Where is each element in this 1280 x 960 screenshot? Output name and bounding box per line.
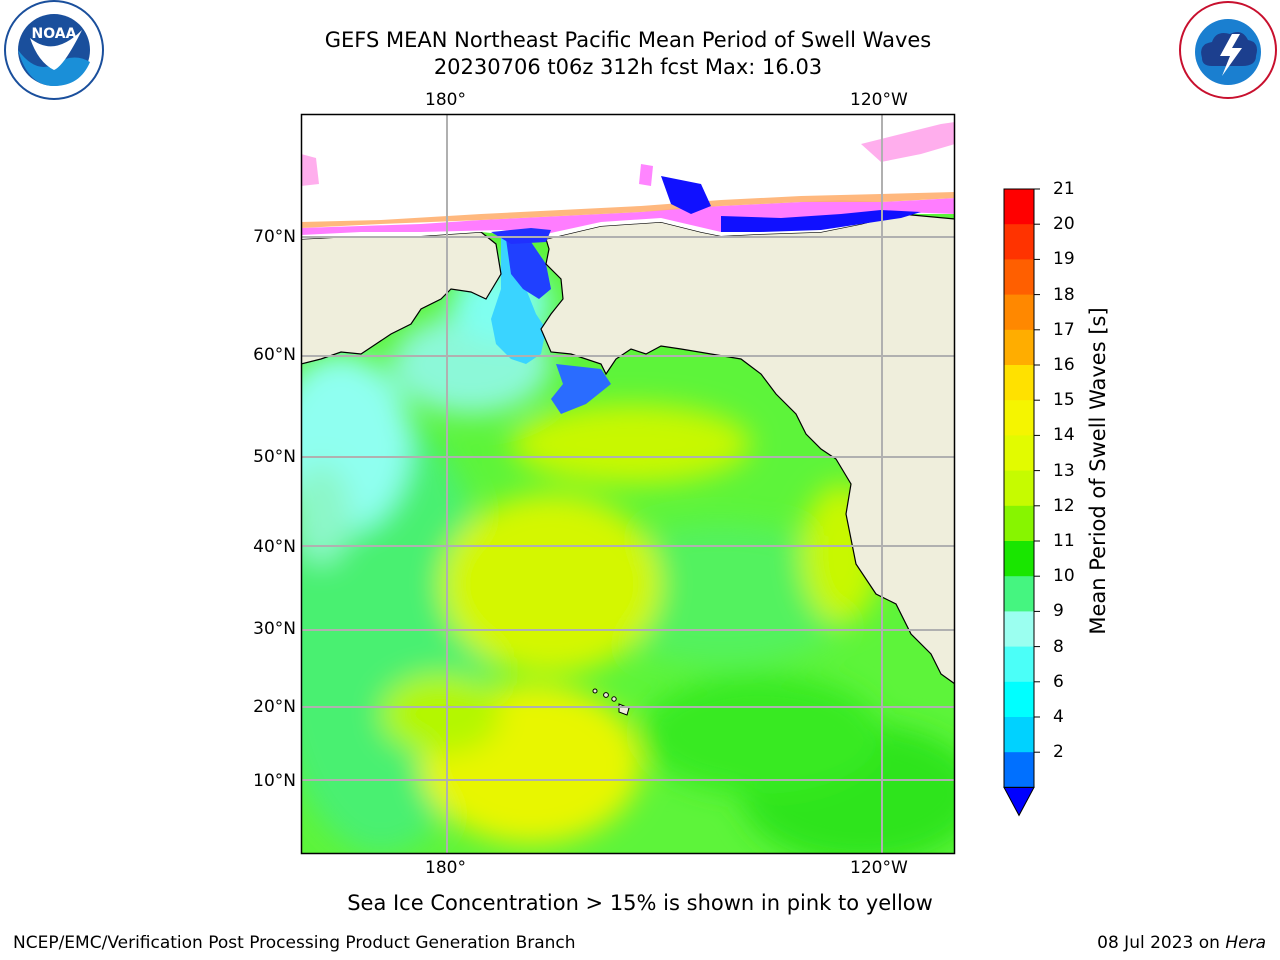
bristol-bay-low-period <box>551 364 611 414</box>
bering-strait-low-period <box>491 234 546 364</box>
swell-field-cyan <box>301 464 351 564</box>
colorbar-segment <box>1004 611 1034 648</box>
chart-subtitle: 20230706 t06z 312h fcst Max: 16.03 <box>433 55 823 79</box>
colorbar-tick-label: 13 <box>1053 460 1075 481</box>
colorbar-segment <box>1004 365 1034 401</box>
map-panel <box>300 113 956 855</box>
colorbar-tick-label: 11 <box>1053 531 1075 551</box>
colorbar-frame <box>1003 188 1035 788</box>
colorbar-segment <box>1004 681 1034 718</box>
footer-date: 08 Jul 2023 on Hera <box>1097 933 1266 953</box>
colorbar-segment <box>1004 294 1034 331</box>
lon-label-bottom-120w: 120°W <box>850 858 908 878</box>
colorbar-tick-label: 10 <box>1053 566 1075 587</box>
colorbar <box>1003 188 1040 817</box>
lat-label-60n: 60°N <box>253 345 296 365</box>
swell-field-green <box>641 674 881 794</box>
sea-ice-patch <box>861 122 955 162</box>
colorbar-extend-arrow <box>1003 786 1035 817</box>
colorbar-tick-label: 9 <box>1053 601 1064 622</box>
colorbar-tick-label: 4 <box>1053 707 1064 727</box>
colorbar-tick-label: 14 <box>1053 425 1075 446</box>
noaa-logo: NOAA <box>4 0 104 100</box>
graticule <box>301 114 955 854</box>
lon-label-bottom-180: 180° <box>425 858 466 878</box>
lon-label-top-120w: 120°W <box>850 90 908 110</box>
swell-field-yellow <box>511 404 751 484</box>
sea-ice-blue <box>661 176 711 214</box>
sea-ice-patch <box>639 164 653 186</box>
chart-title: GEFS MEAN Northeast Pacific Mean Period … <box>324 28 932 52</box>
colorbar-segment <box>1004 400 1034 436</box>
colorbar-segment <box>1004 435 1034 472</box>
footer-system: Hera <box>1225 933 1266 953</box>
colorbar-segment <box>1004 189 1034 225</box>
colorbar-tick-label: 19 <box>1053 249 1075 270</box>
map-frame <box>300 113 956 855</box>
svg-text:NOAA: NOAA <box>32 26 77 42</box>
colorbar-tick-label: 8 <box>1053 636 1064 657</box>
colorbar-segment <box>1004 329 1034 366</box>
colorbar-segment <box>1004 646 1034 683</box>
lon-label-top-180: 180° <box>425 90 466 110</box>
lat-label-30n: 30°N <box>253 619 296 639</box>
colorbar-tick-label: 15 <box>1053 390 1075 411</box>
colorbar-tick-label: 16 <box>1053 355 1075 375</box>
colorbar-title: Mean Period of Swell Waves [s] <box>1086 307 1110 635</box>
colorbar-segment <box>1004 752 1034 788</box>
colorbar-tick-label: 2 <box>1053 742 1064 763</box>
colorbar-tick-label: 6 <box>1053 671 1064 692</box>
colorbar-tick-label: 12 <box>1053 495 1075 516</box>
colorbar-segment <box>1004 576 1034 612</box>
colorbar-segment <box>1004 505 1034 542</box>
colorbar-tick-label: 18 <box>1053 284 1075 305</box>
colorbar-segment <box>1004 717 1034 753</box>
colorbar-segment <box>1004 224 1034 260</box>
colorbar-tick-label: 20 <box>1053 214 1075 235</box>
nws-logo <box>1179 1 1277 99</box>
sea-ice-blue <box>721 210 921 232</box>
lat-label-20n: 20°N <box>253 697 296 717</box>
colorbar-segment <box>1004 470 1034 507</box>
footer-date-text: 08 Jul 2023 on <box>1097 933 1226 953</box>
swell-field-yellow <box>381 674 501 754</box>
sea-ice-margin <box>301 192 955 228</box>
lat-label-10n: 10°N <box>253 771 296 791</box>
sea-ice-note: Sea Ice Concentration > 15% is shown in … <box>347 891 933 915</box>
swell-field-yellow <box>441 494 661 674</box>
colorbar-tick-label: 21 <box>1053 179 1075 199</box>
lat-label-40n: 40°N <box>253 537 296 557</box>
lat-label-70n: 70°N <box>253 227 296 247</box>
colorbar-tick-label: 17 <box>1053 319 1075 340</box>
bering-strait-low-period <box>506 239 551 299</box>
colorbar-segment <box>1004 259 1034 296</box>
lat-label-50n: 50°N <box>253 447 296 467</box>
sea-ice-patch <box>301 154 319 186</box>
colorbar-segment <box>1004 541 1034 577</box>
footer-credit: NCEP/EMC/Verification Post Processing Pr… <box>13 933 576 953</box>
